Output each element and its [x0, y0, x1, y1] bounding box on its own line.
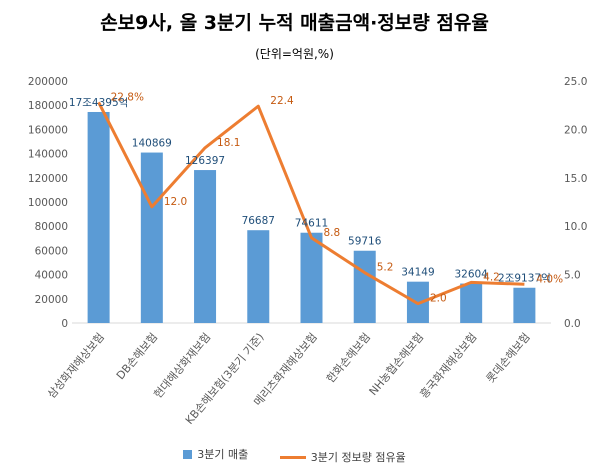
y-left-tick-label: 140000	[28, 149, 68, 161]
y-left-tick-label: 40000	[35, 270, 68, 282]
x-tick-label: DB손해보험	[113, 330, 160, 382]
line-series	[97, 101, 525, 306]
x-tick-label: NH농협손해보험	[366, 330, 426, 398]
bar	[140, 152, 163, 323]
bar	[87, 111, 110, 323]
legend-line-swatch	[279, 455, 306, 459]
y-right-tick-label: 5.0	[564, 270, 581, 282]
line-data-label: 12.0	[164, 196, 187, 208]
y-left-tick-label: 20000	[35, 294, 68, 306]
y-left-tick-label: 200000	[28, 76, 68, 88]
legend-line-label: 3분기 정보량 점유율	[310, 451, 406, 464]
y-left-tick-label: 180000	[28, 100, 68, 112]
bar-data-label: 76687	[242, 215, 275, 227]
bar	[513, 287, 536, 323]
y-left-tick-label: 160000	[28, 124, 68, 136]
bar	[353, 250, 376, 323]
legend-bar-label: 3분기 매출	[197, 448, 249, 461]
y-right-tick-label: 10.0	[564, 221, 587, 233]
bar-data-label: 74611	[295, 218, 328, 230]
line-data-label: 22.4	[270, 95, 294, 107]
bar-data-label: 140869	[132, 138, 172, 150]
bar-data-label: 34149	[401, 267, 434, 279]
line-data-label: 18.1	[217, 137, 240, 149]
y-left-tick-label: 80000	[35, 221, 68, 233]
line-data-label: 4.2	[483, 271, 500, 283]
legend-bar-swatch	[183, 449, 193, 459]
line-data-label: 4.0%	[536, 273, 563, 285]
bar-data-label: 59716	[348, 236, 382, 248]
y-right-tick-label: 25.0	[564, 76, 587, 88]
bar-data-label: 17조4395억	[69, 97, 128, 109]
line-data-label: 2.0	[430, 293, 447, 305]
line-data-label: 22.8%	[111, 91, 144, 103]
line-data-label: 8.8	[324, 227, 341, 239]
chart-title: 손보9사, 올 3분기 누적 매출금액·정보량 점유율	[100, 12, 489, 34]
legend: 3분기 매출 3분기 정보량 점유율	[0, 446, 589, 465]
bar	[300, 232, 323, 323]
bar-data-label: 2조9137억	[498, 273, 551, 285]
x-tick-label: 흥국화재해상보험	[417, 330, 480, 401]
bar	[460, 283, 483, 323]
x-tick-label: 현대해상화재보험	[151, 330, 214, 401]
legend-item-bar: 3분기 매출	[183, 446, 248, 462]
bar-data-label: 32604	[454, 269, 488, 281]
y-right-tick-label: 0.0	[564, 318, 581, 330]
y-right-tick-label: 15.0	[564, 173, 587, 185]
line-data-label: 5.2	[377, 262, 394, 274]
chart-subtitle: (단위=억원,%)	[255, 47, 334, 61]
y-right-tick-label: 20.0	[564, 124, 587, 136]
y-left-tick-label: 0	[61, 318, 68, 330]
bar	[194, 170, 217, 323]
bar-data-label: 126397	[185, 155, 225, 167]
y-left-tick-label: 120000	[28, 173, 68, 185]
x-tick-label: 롯데손해보험	[483, 330, 533, 386]
y-left-tick-label: 60000	[35, 245, 68, 257]
legend-item-line: 3분기 정보량 점유율	[279, 449, 406, 465]
y-left-tick-label: 100000	[28, 197, 68, 209]
x-tick-label: 한화손해보험	[323, 330, 373, 386]
x-tick-label: 삼성화재해상보험	[44, 330, 107, 401]
bar	[247, 230, 270, 323]
